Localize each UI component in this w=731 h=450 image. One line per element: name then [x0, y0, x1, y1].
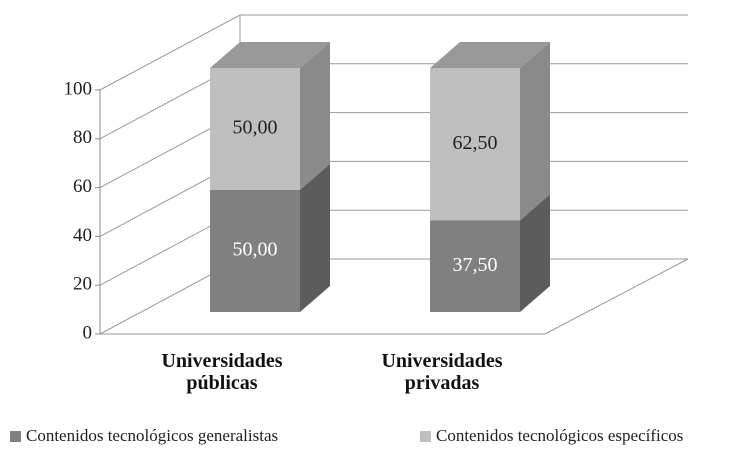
grid-line — [99, 63, 688, 140]
grid-line — [99, 209, 688, 286]
bar-side — [300, 164, 330, 312]
legend-swatch — [10, 430, 21, 442]
data-label: 50,00 — [233, 117, 278, 139]
x-tick-label: Universidades públicas — [161, 350, 283, 394]
y-tick-label: 40 — [73, 225, 92, 246]
data-label: 50,00 — [233, 239, 278, 261]
legend-label: Contenidos tecnológicos generalistas — [26, 426, 279, 445]
grid-line — [99, 258, 688, 335]
y-tick-label: 60 — [73, 176, 92, 197]
legend-swatch — [420, 430, 431, 442]
bar — [210, 68, 300, 190]
floor — [100, 258, 689, 335]
bar-side — [300, 42, 330, 190]
y-tick-label: 20 — [73, 274, 92, 295]
bar — [430, 220, 520, 312]
x-tick-label: Universidades privadas — [381, 350, 503, 394]
legend-item: Contenidos tecnológicos generalistas — [10, 426, 278, 446]
grid-line — [99, 14, 688, 91]
chart: 0 20 40 60 80 100 50,00 50,00 37,50 62,50 — [64, 14, 689, 343]
bar-side — [520, 194, 550, 312]
bar-side — [520, 42, 550, 221]
y-tick-label: 100 — [64, 78, 93, 99]
y-tick-label: 80 — [73, 127, 92, 148]
data-label: 62,50 — [453, 132, 498, 154]
legend-item: Contenidos tecnológicos específicos — [420, 426, 683, 446]
grid-line — [99, 160, 688, 237]
bar — [430, 68, 520, 221]
legend-label: Contenidos tecnológicos específicos — [436, 426, 684, 445]
bar — [210, 190, 300, 312]
bar-top — [210, 42, 330, 68]
grid-line — [99, 112, 688, 189]
data-label: 37,50 — [453, 254, 498, 276]
bar-top — [430, 42, 550, 68]
y-tick-label: 0 — [83, 322, 93, 343]
